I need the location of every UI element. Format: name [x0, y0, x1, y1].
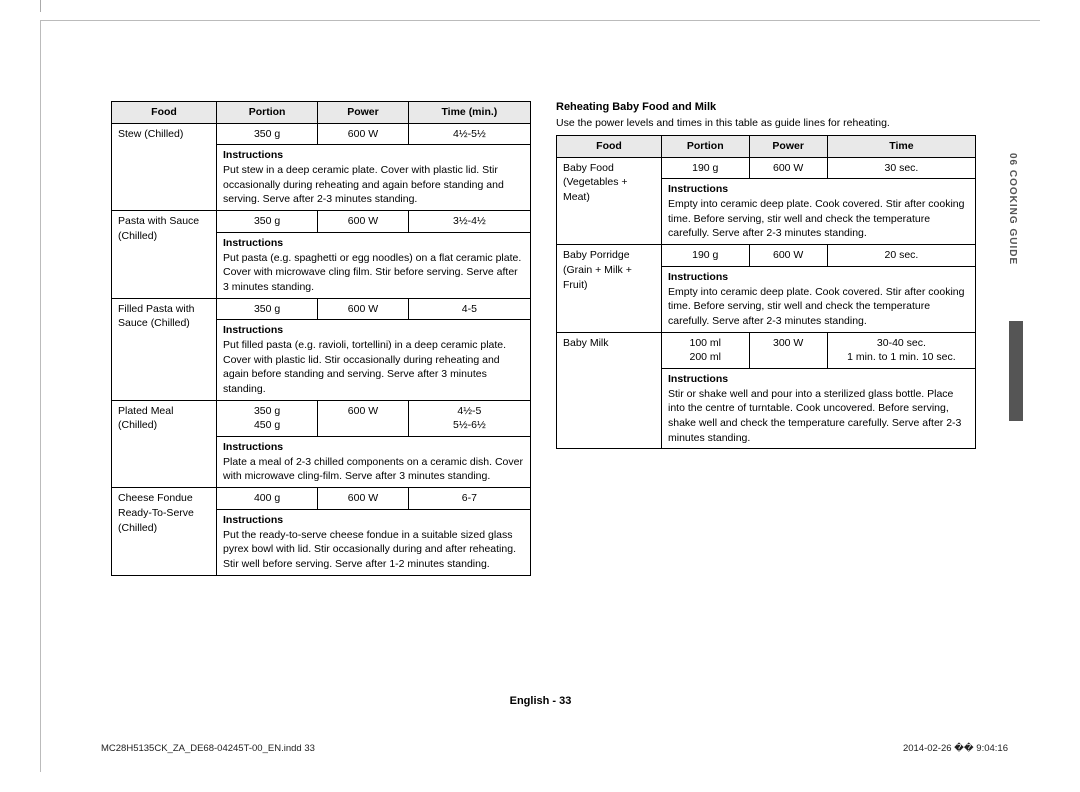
baby-food-table: Food Portion Power Time Baby Food (Veget… [556, 135, 976, 449]
instructions-label: Instructions [668, 373, 728, 385]
reheating-food-table: Food Portion Power Time (min.) Stew (Chi… [111, 101, 531, 576]
food-cell: Plated Meal (Chilled) [112, 400, 217, 487]
side-tab-bar [1009, 321, 1023, 421]
food-cell: Filled Pasta with Sauce (Chilled) [112, 298, 217, 400]
power-cell: 600 W [318, 211, 409, 233]
instructions-cell: Instructions Plate a meal of 2-3 chilled… [217, 437, 531, 488]
power-cell: 600 W [318, 400, 409, 436]
food-cell: Pasta with Sauce (Chilled) [112, 211, 217, 298]
instructions-label: Instructions [223, 441, 283, 453]
footer-timestamp: 2014-02-26 �� 9:04:16 [903, 743, 1008, 754]
instructions-text: Empty into ceramic deep plate. Cook cove… [668, 286, 964, 327]
power-cell: 600 W [749, 157, 827, 179]
time-cell: 30-40 sec. 1 min. to 1 min. 10 sec. [827, 332, 975, 368]
table-row: Baby Milk 100 ml 200 ml 300 W 30-40 sec.… [557, 332, 976, 368]
page-frame: Food Portion Power Time (min.) Stew (Chi… [40, 20, 1040, 772]
instructions-text: Put filled pasta (e.g. ravioli, tortelli… [223, 339, 506, 395]
portion-cell: 350 g [217, 123, 318, 145]
col-food: Food [112, 102, 217, 124]
instructions-text: Plate a meal of 2-3 chilled components o… [223, 456, 523, 483]
col-power: Power [749, 136, 827, 158]
section-title: Reheating Baby Food and Milk [556, 101, 976, 113]
power-cell: 600 W [318, 488, 409, 510]
power-cell: 300 W [749, 332, 827, 368]
col-time: Time [827, 136, 975, 158]
instructions-cell: Instructions Empty into ceramic deep pla… [662, 266, 976, 332]
col-power: Power [318, 102, 409, 124]
time-cell: 3½-4½ [408, 211, 530, 233]
instructions-cell: Instructions Put stew in a deep ceramic … [217, 145, 531, 211]
instructions-cell: Instructions Put the ready-to-serve chee… [217, 509, 531, 575]
instructions-label: Instructions [223, 324, 283, 336]
crop-mark-top [40, 0, 41, 12]
food-cell: Baby Milk [557, 332, 662, 449]
power-cell: 600 W [318, 298, 409, 320]
instructions-label: Instructions [223, 149, 283, 161]
right-column: Reheating Baby Food and Milk Use the pow… [556, 101, 976, 576]
instructions-text: Empty into ceramic deep plate. Cook cove… [668, 198, 964, 239]
content-columns: Food Portion Power Time (min.) Stew (Chi… [41, 21, 1040, 576]
page-footer: English - 33 [41, 695, 1040, 707]
time-cell: 4-5 [408, 298, 530, 320]
instructions-text: Put stew in a deep ceramic plate. Cover … [223, 164, 504, 205]
time-cell: 4½-5 5½-6½ [408, 400, 530, 436]
portion-cell: 400 g [217, 488, 318, 510]
food-cell: Baby Porridge (Grain + Milk + Fruit) [557, 245, 662, 332]
power-cell: 600 W [318, 123, 409, 145]
table-row: Plated Meal (Chilled) 350 g 450 g 600 W … [112, 400, 531, 436]
col-portion: Portion [217, 102, 318, 124]
table-row: Baby Food (Vegetables + Meat) 190 g 600 … [557, 157, 976, 179]
left-column: Food Portion Power Time (min.) Stew (Chi… [111, 101, 531, 576]
portion-cell: 190 g [662, 157, 750, 179]
portion-cell: 100 ml 200 ml [662, 332, 750, 368]
instructions-cell: Instructions Stir or shake well and pour… [662, 368, 976, 448]
instructions-label: Instructions [668, 271, 728, 283]
time-cell: 4½-5½ [408, 123, 530, 145]
portion-cell: 350 g [217, 298, 318, 320]
side-tab-label: 06 COOKING GUIDE [1007, 153, 1018, 265]
food-cell: Baby Food (Vegetables + Meat) [557, 157, 662, 244]
food-cell: Stew (Chilled) [112, 123, 217, 210]
table-header-row: Food Portion Power Time [557, 136, 976, 158]
table-row: Stew (Chilled) 350 g 600 W 4½-5½ [112, 123, 531, 145]
instructions-label: Instructions [668, 183, 728, 195]
instructions-cell: Instructions Put filled pasta (e.g. ravi… [217, 320, 531, 400]
col-portion: Portion [662, 136, 750, 158]
instructions-text: Put the ready-to-serve cheese fondue in … [223, 529, 516, 570]
portion-cell: 190 g [662, 245, 750, 267]
table-row: Pasta with Sauce (Chilled) 350 g 600 W 3… [112, 211, 531, 233]
time-cell: 6-7 [408, 488, 530, 510]
section-caption: Use the power levels and times in this t… [556, 117, 976, 129]
footer-filename: MC28H5135CK_ZA_DE68-04245T-00_EN.indd 33 [101, 743, 315, 754]
instructions-text: Stir or shake well and pour into a steri… [668, 388, 961, 444]
time-cell: 20 sec. [827, 245, 975, 267]
portion-cell: 350 g 450 g [217, 400, 318, 436]
portion-cell: 350 g [217, 211, 318, 233]
power-cell: 600 W [749, 245, 827, 267]
table-row: Filled Pasta with Sauce (Chilled) 350 g … [112, 298, 531, 320]
table-row: Cheese Fondue Ready-To-Serve (Chilled) 4… [112, 488, 531, 510]
instructions-label: Instructions [223, 237, 283, 249]
instructions-cell: Instructions Empty into ceramic deep pla… [662, 179, 976, 245]
col-food: Food [557, 136, 662, 158]
instructions-cell: Instructions Put pasta (e.g. spaghetti o… [217, 232, 531, 298]
instructions-label: Instructions [223, 514, 283, 526]
table-row: Baby Porridge (Grain + Milk + Fruit) 190… [557, 245, 976, 267]
col-time: Time (min.) [408, 102, 530, 124]
instructions-text: Put pasta (e.g. spaghetti or egg noodles… [223, 252, 521, 293]
table-header-row: Food Portion Power Time (min.) [112, 102, 531, 124]
food-cell: Cheese Fondue Ready-To-Serve (Chilled) [112, 488, 217, 575]
time-cell: 30 sec. [827, 157, 975, 179]
